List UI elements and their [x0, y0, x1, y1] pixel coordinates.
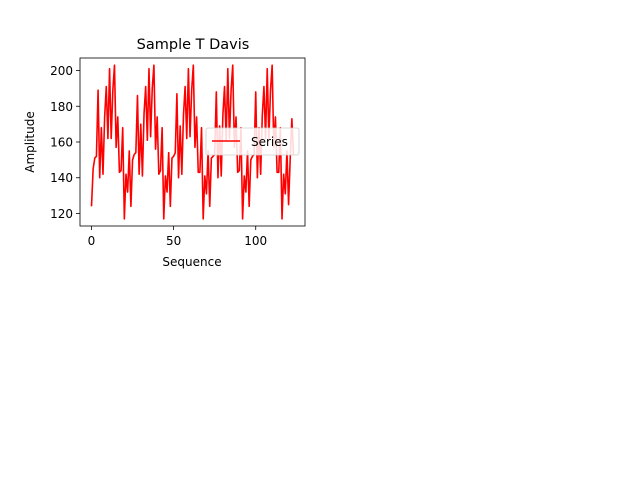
y-tick-label: 180	[50, 100, 73, 114]
y-tick-label: 140	[50, 171, 73, 185]
x-tick-label: 100	[244, 234, 267, 248]
chart-title: Sample T Davis	[137, 37, 250, 53]
y-tick-label: 120	[50, 207, 73, 221]
x-axis: 0 50 100	[88, 226, 267, 248]
x-tick-label: 50	[166, 234, 181, 248]
legend-box	[205, 127, 300, 156]
x-tick-label: 0	[88, 234, 96, 248]
legend-label: Series	[251, 135, 288, 149]
y-tick-label: 200	[50, 64, 73, 78]
y-axis: 120 140 160 180 200	[50, 64, 80, 221]
y-axis-label: Amplitude	[23, 111, 37, 173]
x-axis-label: Sequence	[162, 255, 221, 269]
legend: Series	[205, 127, 300, 156]
y-tick-label: 160	[50, 136, 73, 150]
